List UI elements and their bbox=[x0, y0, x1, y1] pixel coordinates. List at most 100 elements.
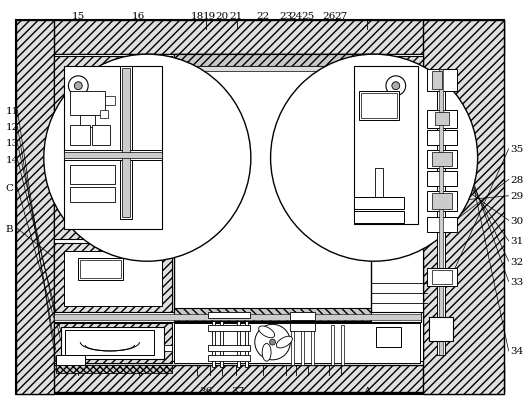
Bar bbox=[439, 70, 443, 355]
Text: 31: 31 bbox=[511, 237, 524, 246]
Bar bbox=[54, 323, 172, 363]
Bar bbox=[361, 93, 397, 119]
Bar bbox=[427, 172, 457, 187]
Bar bbox=[100, 111, 108, 119]
Text: 11: 11 bbox=[6, 106, 19, 115]
Ellipse shape bbox=[262, 344, 271, 361]
Bar bbox=[432, 271, 452, 284]
Bar bbox=[92, 126, 110, 145]
Bar bbox=[54, 57, 172, 239]
Bar bbox=[429, 318, 453, 341]
Bar bbox=[80, 261, 120, 278]
Bar bbox=[427, 192, 457, 211]
Bar bbox=[355, 67, 419, 224]
Bar bbox=[54, 313, 421, 323]
Bar bbox=[355, 211, 403, 223]
Text: 14: 14 bbox=[6, 155, 19, 164]
Bar bbox=[427, 131, 457, 145]
Bar bbox=[213, 313, 215, 367]
Bar bbox=[208, 325, 250, 331]
Bar bbox=[120, 67, 132, 219]
Bar bbox=[64, 152, 162, 158]
Bar bbox=[435, 113, 449, 126]
Bar bbox=[291, 325, 294, 365]
Text: 18: 18 bbox=[191, 12, 204, 21]
Bar bbox=[423, 21, 504, 394]
Bar bbox=[105, 96, 115, 106]
Text: 15: 15 bbox=[72, 12, 85, 21]
Circle shape bbox=[255, 325, 290, 360]
Circle shape bbox=[74, 83, 82, 90]
Circle shape bbox=[44, 55, 251, 261]
Bar bbox=[70, 165, 115, 185]
Text: 24: 24 bbox=[289, 12, 302, 21]
Bar bbox=[355, 198, 403, 209]
Bar bbox=[432, 194, 452, 209]
Text: 21: 21 bbox=[229, 12, 242, 21]
Bar bbox=[64, 150, 162, 160]
Bar bbox=[437, 70, 445, 355]
Bar bbox=[122, 69, 129, 217]
Bar bbox=[427, 111, 457, 129]
Bar bbox=[65, 330, 154, 355]
Bar bbox=[174, 323, 420, 363]
Bar bbox=[341, 325, 343, 365]
Bar bbox=[237, 313, 240, 367]
Bar bbox=[174, 67, 371, 72]
Bar bbox=[16, 365, 504, 392]
Circle shape bbox=[270, 339, 276, 345]
Text: 20: 20 bbox=[215, 12, 228, 21]
Text: B: B bbox=[6, 224, 13, 233]
Bar bbox=[427, 70, 457, 91]
Text: 26: 26 bbox=[322, 12, 336, 21]
Bar bbox=[311, 325, 314, 365]
Text: 23: 23 bbox=[279, 12, 292, 21]
Bar bbox=[80, 116, 95, 128]
Bar bbox=[56, 365, 172, 373]
Bar bbox=[54, 244, 172, 313]
Circle shape bbox=[386, 77, 406, 96]
Text: 32: 32 bbox=[511, 257, 524, 266]
Text: C: C bbox=[6, 184, 14, 192]
Bar bbox=[427, 217, 457, 232]
Bar bbox=[54, 55, 423, 361]
Bar bbox=[64, 252, 162, 306]
Circle shape bbox=[68, 77, 88, 96]
Bar bbox=[174, 55, 371, 320]
Bar bbox=[70, 126, 90, 145]
Text: A: A bbox=[363, 386, 371, 395]
Text: 37: 37 bbox=[231, 386, 244, 395]
Bar bbox=[427, 268, 457, 286]
Text: 16: 16 bbox=[132, 12, 146, 21]
Bar bbox=[349, 57, 423, 234]
Bar bbox=[64, 67, 162, 229]
Bar bbox=[432, 152, 452, 166]
Text: 27: 27 bbox=[335, 12, 348, 21]
Bar bbox=[60, 328, 164, 359]
Bar bbox=[16, 21, 54, 394]
Text: 19: 19 bbox=[203, 12, 217, 21]
Bar bbox=[220, 313, 223, 367]
Text: 33: 33 bbox=[511, 278, 524, 286]
Text: 30: 30 bbox=[511, 216, 524, 225]
Bar bbox=[174, 55, 371, 67]
Bar bbox=[376, 328, 401, 347]
Bar bbox=[208, 355, 250, 361]
Ellipse shape bbox=[259, 326, 275, 338]
Text: 29: 29 bbox=[511, 192, 524, 201]
Bar bbox=[56, 355, 85, 365]
Bar bbox=[70, 91, 105, 116]
Text: 22: 22 bbox=[257, 12, 270, 21]
Text: 36: 36 bbox=[200, 386, 213, 395]
Bar bbox=[331, 325, 333, 365]
Bar bbox=[375, 168, 383, 198]
Ellipse shape bbox=[276, 337, 292, 348]
Bar bbox=[245, 313, 248, 367]
Circle shape bbox=[392, 83, 400, 90]
Bar bbox=[301, 325, 304, 365]
Bar bbox=[427, 150, 457, 168]
Bar bbox=[54, 315, 421, 320]
Bar bbox=[16, 21, 504, 55]
Bar bbox=[174, 308, 371, 322]
Text: 34: 34 bbox=[511, 347, 524, 356]
